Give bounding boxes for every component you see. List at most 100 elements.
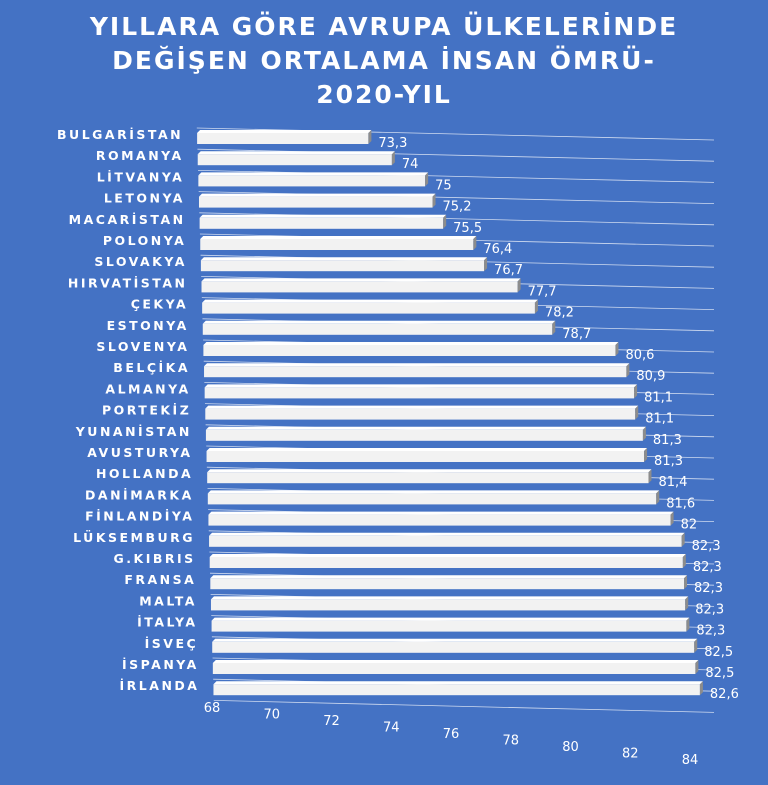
bar — [208, 511, 674, 526]
chart-title-line-1: YILLARA GÖRE AVRUPA ÜLKELERİNDE — [89, 12, 679, 41]
bar-top — [213, 681, 703, 685]
bar-side — [656, 490, 660, 505]
bar-face — [210, 578, 685, 590]
value-label: 80,9 — [636, 369, 665, 384]
bar-top — [199, 214, 447, 218]
bar — [205, 426, 646, 441]
bar — [210, 596, 689, 611]
bar-side — [644, 448, 648, 462]
bar-face — [209, 557, 683, 568]
value-label: 82,3 — [696, 624, 725, 639]
x-tick-label: 70 — [263, 708, 280, 723]
value-label: 82 — [681, 518, 698, 533]
bar — [201, 278, 521, 293]
category-label: LİTVANYA — [97, 169, 185, 184]
bar-side — [694, 638, 698, 653]
bar-top — [208, 511, 674, 515]
bar-top — [197, 151, 395, 155]
bar-top — [198, 172, 429, 176]
value-label: 81,3 — [653, 433, 682, 448]
bar-side — [635, 405, 639, 420]
x-tick-label: 76 — [443, 727, 460, 742]
bar-side — [699, 681, 703, 696]
bar-face — [200, 260, 485, 272]
category-label: HIRVATİSTAN — [68, 275, 188, 290]
value-label: 82,3 — [694, 581, 723, 596]
bar-side — [685, 596, 689, 611]
bar-side — [534, 299, 538, 314]
bar-face — [201, 281, 518, 293]
category-label: MACARİSTAN — [69, 212, 186, 227]
value-label: 75,2 — [443, 200, 472, 215]
category-label: İSVEÇ — [145, 636, 199, 651]
value-label: 81,6 — [666, 496, 695, 511]
bar — [212, 638, 698, 653]
bar-top — [203, 342, 619, 345]
bar-top — [200, 257, 488, 261]
category-label: AVUSTURYA — [87, 445, 192, 460]
bar-face — [202, 323, 553, 335]
x-tick-label: 68 — [204, 701, 221, 716]
chart-title: YILLARA GÖRE AVRUPA ÜLKELERİNDE DEĞİŞEN … — [0, 10, 768, 112]
bar-face — [198, 175, 426, 187]
x-tick-label: 74 — [383, 721, 400, 736]
bar-side — [432, 193, 436, 208]
value-label: 80,6 — [625, 348, 654, 363]
bar-side — [686, 617, 690, 632]
bar-side — [695, 660, 699, 674]
category-label: İSPANYA — [122, 657, 199, 672]
category-label: ESTONYA — [107, 318, 189, 333]
bar-face — [199, 217, 444, 229]
bar-top — [209, 554, 686, 557]
bar-side — [443, 214, 447, 229]
category-label: PORTEKİZ — [102, 403, 191, 418]
bar-top — [202, 320, 556, 324]
value-label: 81,4 — [658, 475, 687, 490]
x-tick-label: 78 — [502, 734, 519, 749]
value-label: 81,3 — [654, 454, 683, 469]
value-label: 78,2 — [545, 306, 574, 321]
x-tick-label: 72 — [323, 714, 340, 729]
bar — [209, 532, 685, 547]
category-label: FRANSA — [124, 572, 196, 587]
bar — [207, 490, 660, 505]
value-label: 75 — [435, 178, 452, 193]
category-label: G.KIBRIS — [114, 551, 196, 566]
bar-face — [203, 345, 616, 356]
bar-side — [552, 320, 556, 335]
category-label: ALMANYA — [105, 381, 190, 396]
category-label: LÜKSEMBURG — [73, 530, 195, 545]
bar-side — [626, 363, 630, 378]
bar-top — [212, 638, 698, 642]
bar-side — [682, 554, 686, 568]
bar-face — [211, 620, 687, 632]
bar-top — [207, 469, 652, 473]
bar-face — [197, 154, 392, 166]
bar-face — [205, 429, 643, 441]
bar-face — [200, 239, 474, 250]
bar-side — [670, 511, 674, 526]
category-label: BULGARİSTAN — [57, 127, 183, 142]
value-label: 82,5 — [705, 666, 734, 681]
bar-top — [206, 448, 648, 451]
bar-top — [207, 490, 660, 494]
value-label: 77,7 — [528, 284, 557, 299]
bar-face — [213, 684, 700, 696]
category-label: ÇEKYA — [131, 297, 188, 312]
value-label: 82,3 — [695, 602, 724, 617]
bar — [211, 617, 690, 632]
bar — [204, 363, 630, 378]
category-label: YUNANİSTAN — [75, 424, 192, 439]
bar — [200, 257, 488, 272]
bar — [202, 320, 556, 335]
bar — [206, 448, 648, 462]
bar-side — [484, 257, 488, 272]
bar — [198, 193, 436, 208]
bar-top — [210, 575, 688, 579]
bar-side — [684, 575, 688, 590]
bar-top — [198, 193, 436, 197]
value-label: 82,5 — [704, 645, 733, 660]
bar-face — [204, 387, 635, 399]
bar-side — [681, 532, 685, 547]
